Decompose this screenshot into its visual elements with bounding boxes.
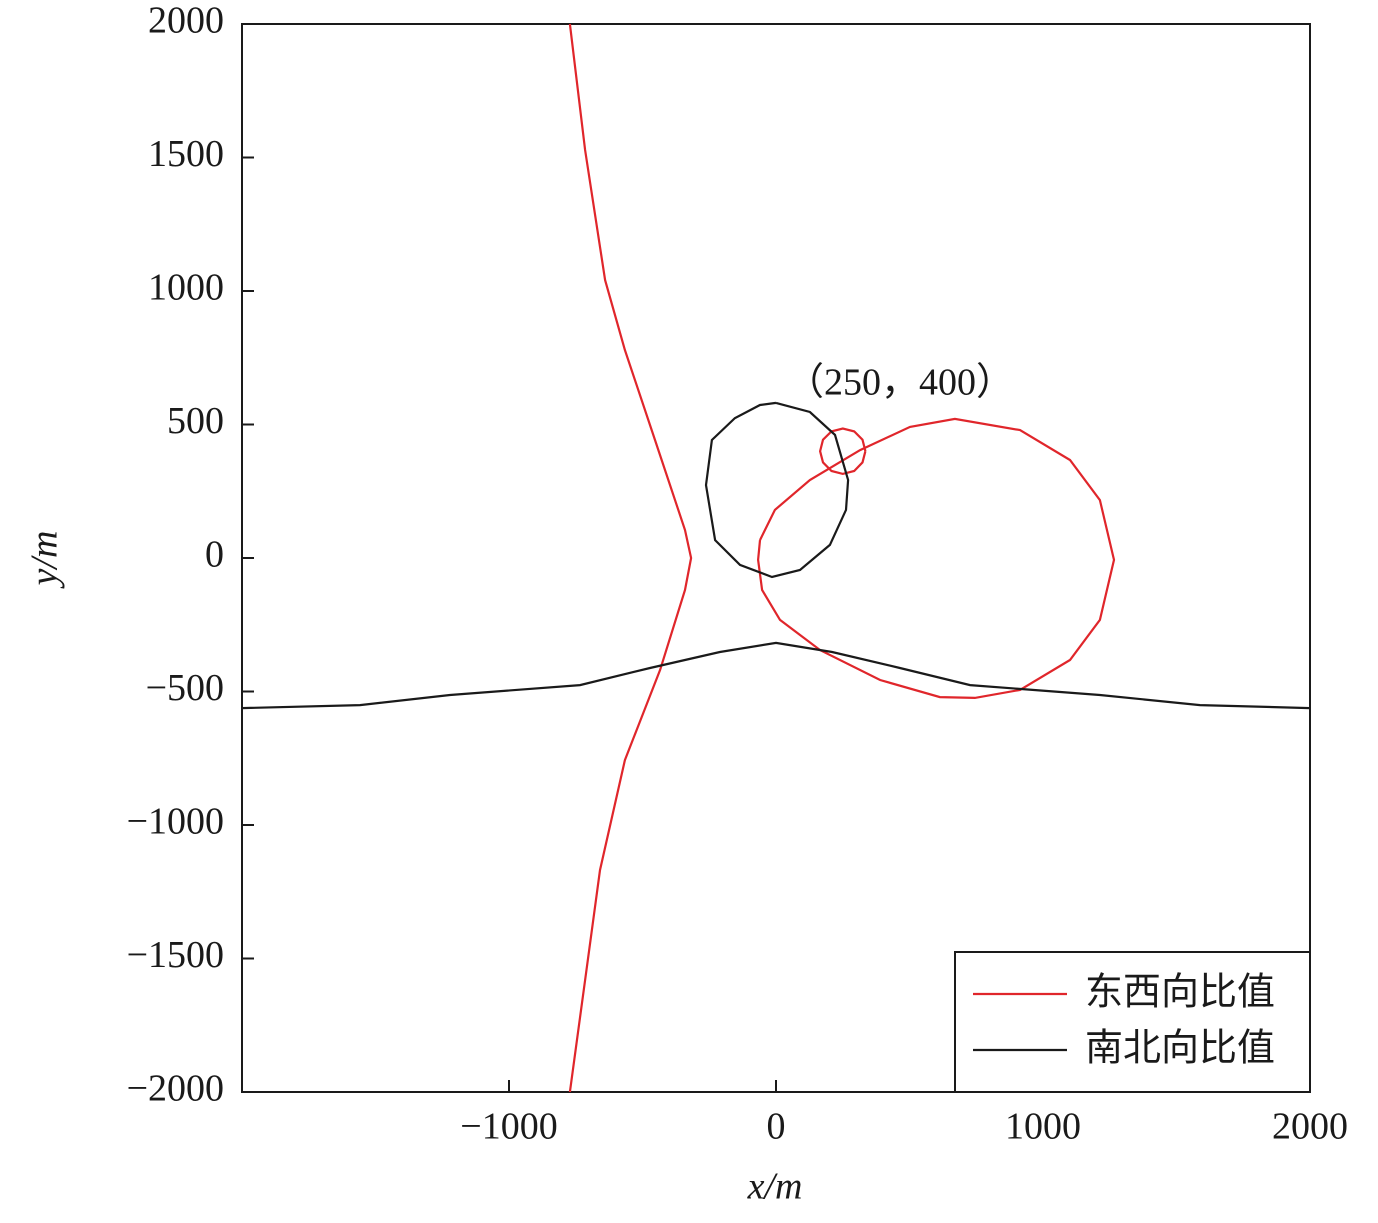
y-axis-label: y/m bbox=[24, 531, 66, 590]
legend-label: 南北向比值 bbox=[1085, 1026, 1275, 1070]
y-tick-label: 500 bbox=[167, 400, 224, 442]
series-line bbox=[568, 23, 1116, 1093]
annotation: （250，400） bbox=[786, 362, 1014, 404]
legend-label: 东西向比值 bbox=[1085, 970, 1275, 1014]
y-tick-label: 0 bbox=[205, 534, 224, 576]
x-tick-label: 0 bbox=[767, 1106, 786, 1148]
y-tick-label: −2000 bbox=[127, 1068, 224, 1110]
y-tick-label: 1000 bbox=[148, 267, 224, 309]
plot-frame bbox=[241, 23, 1311, 1093]
y-tick-label: 1500 bbox=[148, 133, 224, 175]
y-tick-label: −1500 bbox=[127, 934, 224, 976]
x-tick-label: −1000 bbox=[460, 1106, 557, 1148]
x-tick-label: 1000 bbox=[1005, 1106, 1081, 1148]
y-tick-label: −500 bbox=[146, 667, 224, 709]
x-tick-label: 2000 bbox=[1272, 1106, 1348, 1148]
legend-box bbox=[954, 951, 1311, 1093]
series-line bbox=[241, 401, 1311, 710]
y-tick-label: −1000 bbox=[127, 801, 224, 843]
y-tick-label: 2000 bbox=[148, 0, 224, 42]
x-axis-label: x/m bbox=[747, 1166, 803, 1208]
